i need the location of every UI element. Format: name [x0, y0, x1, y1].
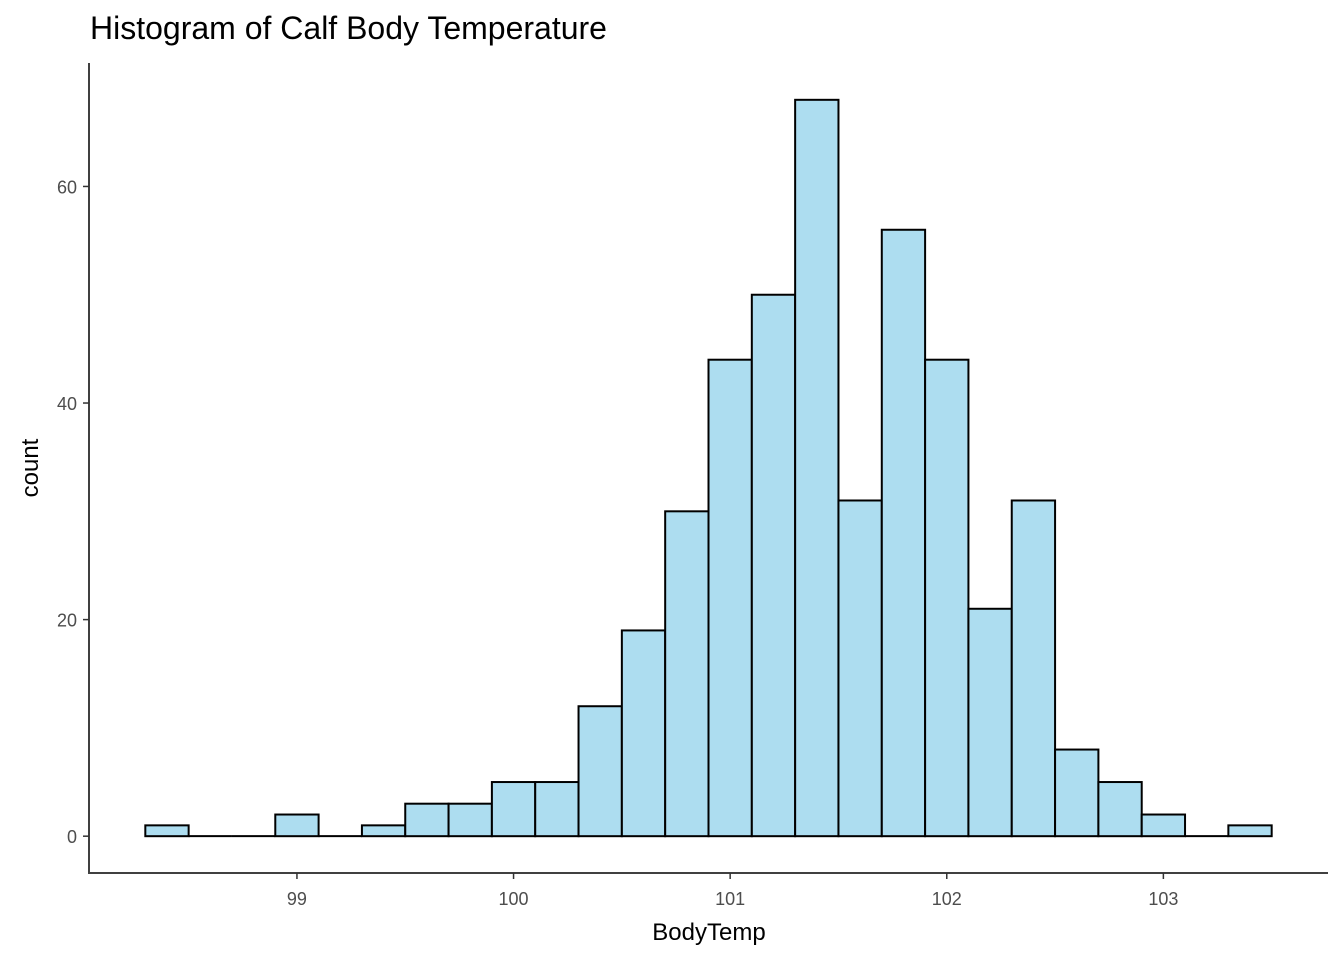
histogram-bar — [967, 607, 1013, 838]
bars-group — [144, 98, 1273, 838]
y-axis-title: count — [17, 438, 44, 497]
histogram-bar — [447, 802, 493, 838]
histogram-bar — [360, 824, 407, 838]
histogram-bar — [707, 358, 753, 838]
x-tick-label: 99 — [287, 889, 307, 909]
histogram-bar — [534, 781, 580, 838]
y-tick-label: 40 — [57, 394, 77, 414]
x-tick-label: 100 — [499, 889, 529, 909]
histogram-bar — [1054, 748, 1100, 838]
histogram-bar — [274, 813, 320, 838]
x-tick-label: 102 — [932, 889, 962, 909]
histogram-bar — [837, 499, 883, 838]
histogram-bar — [1097, 781, 1143, 838]
histogram-bar — [794, 98, 840, 838]
histogram-bar — [144, 824, 190, 838]
x-tick-label: 103 — [1148, 889, 1178, 909]
x-axis-title: BodyTemp — [652, 919, 765, 946]
histogram-bar — [404, 802, 450, 838]
histogram-bar — [924, 358, 970, 838]
y-tick-label: 0 — [67, 827, 77, 847]
histogram-bar — [620, 629, 667, 838]
histogram-bar — [750, 293, 797, 838]
x-ticks-group: 99 100 101 102 103 — [287, 873, 1178, 909]
histogram-bar — [1140, 813, 1187, 838]
y-ticks-group: 0 20 40 60 — [57, 177, 89, 847]
x-tick-label: 101 — [715, 889, 745, 909]
histogram-bar — [1227, 824, 1273, 838]
y-tick-label: 60 — [57, 177, 77, 197]
histogram-bar — [664, 510, 710, 838]
histogram-bar — [577, 705, 623, 838]
y-tick-label: 20 — [57, 611, 77, 631]
histogram-bar — [490, 781, 537, 838]
histogram-bar — [880, 228, 927, 838]
chart-title: Histogram of Calf Body Temperature — [90, 10, 607, 46]
histogram-bar — [1010, 499, 1057, 838]
